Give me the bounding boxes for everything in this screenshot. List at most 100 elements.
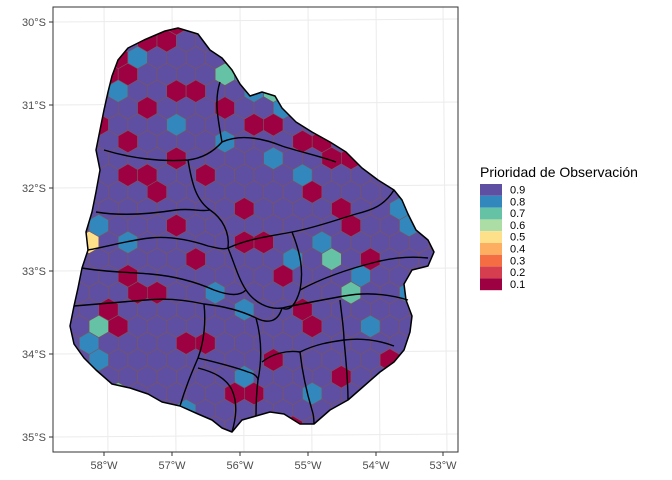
country-outline [69,27,435,433]
hex-cell [506,298,525,320]
hex-cell [458,13,477,35]
hex-cell [400,450,419,472]
hex-cell [458,181,477,203]
department-boundary [299,256,429,291]
department-boundary [227,189,395,249]
hex-cell [477,450,496,472]
hex-cell [506,63,525,85]
legend-title: Prioridad de Observación [480,164,638,180]
hex-cell [467,433,486,455]
hex-cell [273,466,292,480]
y-tick-label: 31°S [22,100,46,112]
hex-cell [332,466,351,480]
y-tick-label: 35°S [22,432,46,444]
hex-cell [506,97,525,119]
hex-cell [467,130,486,152]
hex-cell [458,80,477,102]
hex-cell [467,332,486,354]
hex-cell [196,466,215,480]
hex-cell [477,80,496,102]
hex-cell [487,97,506,119]
hex-cell [409,466,428,480]
y-axis: 30°S 31°S 32°S 33°S 34°S 35°S [22,17,53,444]
hex-cell [322,450,341,472]
hex-cell [458,248,477,270]
x-tick-label: 54°W [362,460,390,472]
hex-cell [497,315,516,337]
legend-swatch [480,195,502,208]
y-tick-label: 34°S [22,349,46,361]
hex-cell [458,349,477,371]
x-tick-label: 57°W [158,460,186,472]
hex-cell [487,130,506,152]
hex-cell [458,382,477,404]
y-tick-label: 32°S [22,183,46,195]
hex-cell [497,13,516,35]
hex-cell [138,466,157,480]
hex-cell [477,416,496,438]
hex-cell [477,382,496,404]
hex-cell [458,46,477,68]
legend-label: 0.7 [510,208,525,220]
department-boundary [95,208,211,215]
department-boundary [73,298,205,307]
hex-cell [60,466,79,480]
hex-cell [254,466,273,480]
hex-cell [487,298,506,320]
legend-swatch [480,254,502,267]
hex-cell [70,450,89,472]
hex-cell [487,366,506,388]
department-boundary [81,267,247,296]
panel-border [52,6,459,453]
hex-cell [264,450,283,472]
hex-cell [487,466,506,480]
department-boundary [339,299,349,401]
legend-swatch [480,219,502,232]
hex-cell [477,315,496,337]
hex-cell [458,450,477,472]
x-tick-label: 53°W [429,460,457,472]
hex-cell [128,450,147,472]
hex-cell [487,399,506,421]
hex-cell [497,450,516,472]
department-boundary [221,136,337,163]
legend-swatch [480,207,502,220]
meridian-line [442,6,448,453]
hex-cell [467,97,486,119]
hex-cell [50,450,69,472]
legend: Prioridad de Observación 0.90.80.70.60.5… [480,164,638,291]
legend-swatch [480,266,502,279]
x-tick-label: 55°W [294,460,322,472]
hex-cell [458,416,477,438]
hex-cell [487,63,506,85]
hex-cell [186,450,205,472]
hex-cell [497,114,516,136]
x-axis: 58°W 57°W 56°W 55°W 54°W 53°W [90,452,457,472]
hex-cell [390,466,409,480]
hex-cell [487,30,506,52]
department-boundaries [73,81,429,433]
hex-cell [206,450,225,472]
legend-label: 0.5 [510,232,525,244]
hex-cell [506,332,525,354]
y-tick-label: 33°S [22,266,46,278]
parallel-line [52,433,459,438]
hex-cell [497,46,516,68]
hex-cell [497,382,516,404]
hex-cell [467,63,486,85]
department-boundary [261,350,301,363]
hex-cell [506,30,525,52]
department-boundary [216,81,223,143]
legend-swatch [480,278,502,291]
hex-cell [497,349,516,371]
legend-label: 0.2 [510,267,525,279]
hex-cell [506,366,525,388]
legend-label: 0.4 [510,244,525,256]
hex-cell [467,30,486,52]
legend-swatch [480,243,502,255]
parallel-line [52,18,459,23]
hex-cell [477,46,496,68]
hex-cell [467,466,486,480]
hex-cell [506,130,525,152]
